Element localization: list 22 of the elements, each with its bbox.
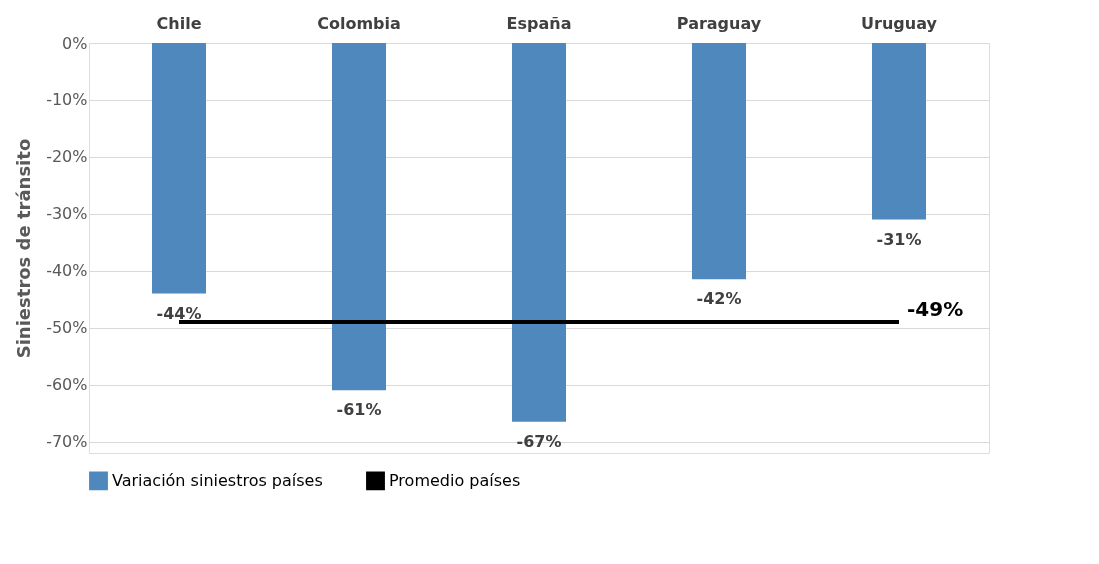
legend-label: Promedio países xyxy=(389,470,521,490)
data-label: -44% xyxy=(156,303,202,323)
data-label: -42% xyxy=(696,289,742,309)
x-tick-label: Colombia xyxy=(317,13,401,33)
y-tick-label: -30% xyxy=(46,204,88,224)
y-tick-label: 0% xyxy=(62,33,88,53)
y-tick-label: -70% xyxy=(46,432,88,452)
y-tick-label: -40% xyxy=(46,261,88,281)
x-tick-label: España xyxy=(506,13,572,33)
data-label: -61% xyxy=(336,400,382,420)
y-tick-label: -10% xyxy=(46,90,88,110)
annotation: -49% xyxy=(907,297,964,322)
x-tick-label: Paraguay xyxy=(676,13,762,33)
data-label: -67% xyxy=(516,431,562,451)
legend-label: Variación siniestros países xyxy=(112,470,323,490)
x-tick-label: Uruguay xyxy=(861,13,938,33)
y-tick-label: -20% xyxy=(46,147,88,167)
y-tick-label: -50% xyxy=(46,318,88,338)
y-axis-title: Siniestros de tránsito xyxy=(13,138,35,359)
y-tick-label: -60% xyxy=(46,375,88,395)
data-label: -31% xyxy=(876,229,922,249)
x-tick-label: Chile xyxy=(156,13,202,33)
